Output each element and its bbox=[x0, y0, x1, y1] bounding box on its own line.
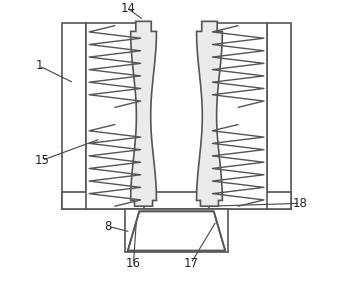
Text: 8: 8 bbox=[104, 220, 112, 233]
Text: 17: 17 bbox=[183, 257, 198, 270]
Text: 18: 18 bbox=[292, 197, 307, 210]
Bar bbox=[62, 23, 86, 209]
Text: 16: 16 bbox=[126, 257, 141, 270]
Bar bbox=[125, 209, 228, 252]
Bar bbox=[209, 23, 267, 209]
Text: 14: 14 bbox=[120, 2, 135, 15]
Bar bbox=[86, 23, 144, 209]
Bar bbox=[62, 192, 291, 209]
Polygon shape bbox=[128, 211, 225, 251]
Polygon shape bbox=[131, 21, 156, 206]
Polygon shape bbox=[197, 21, 222, 206]
Text: 1: 1 bbox=[35, 59, 43, 72]
Bar bbox=[267, 23, 291, 209]
Text: 15: 15 bbox=[34, 154, 49, 167]
